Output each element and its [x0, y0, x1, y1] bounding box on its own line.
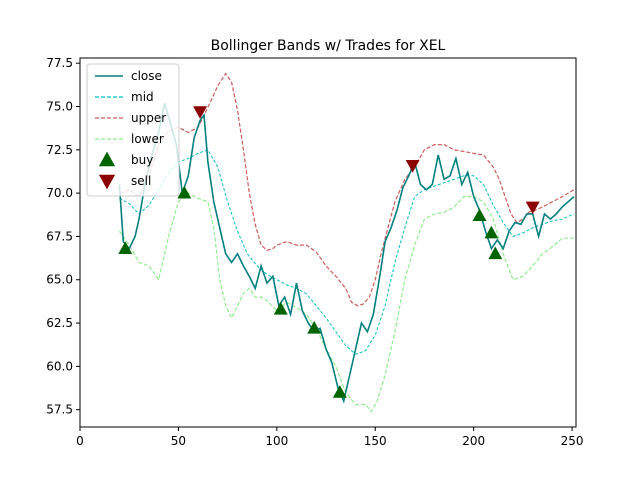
y-tick-label: 57.5	[46, 403, 73, 417]
series-line-lower	[118, 192, 574, 413]
x-tick-label: 0	[76, 434, 84, 448]
buy-marker	[307, 321, 322, 334]
y-tick-label: 77.5	[46, 56, 73, 70]
buy-marker	[177, 185, 192, 199]
x-tick-label: 250	[561, 434, 584, 448]
legend-label-close: close	[131, 69, 162, 83]
y-tick-label: 70.0	[46, 186, 73, 200]
x-tick-label: 100	[265, 434, 288, 448]
buy-marker	[332, 385, 347, 398]
legend-label-buy: buy	[131, 153, 153, 167]
legend-swatch-buy	[98, 151, 116, 167]
legend-label-lower: lower	[131, 132, 164, 146]
series-group	[118, 72, 575, 413]
buy-marker	[273, 301, 288, 315]
buy-marker	[488, 246, 503, 260]
y-tick-label: 62.5	[46, 316, 73, 330]
plot-frame	[79, 57, 577, 428]
legend: close mid upper lower buy sell	[86, 63, 180, 197]
x-tick-label: 50	[171, 434, 186, 448]
buy-marker	[472, 208, 487, 222]
series-line-close	[118, 102, 575, 404]
y-tick-label: 60.0	[46, 359, 73, 373]
y-tick-label: 67.5	[46, 229, 73, 243]
legend-label-mid: mid	[131, 90, 154, 104]
legend-label-sell: sell	[131, 174, 151, 188]
series-line-upper	[119, 72, 575, 307]
series-line-mid	[119, 149, 575, 355]
sell-marker	[193, 106, 208, 119]
y-tick-label: 75.0	[46, 100, 73, 114]
sell-marker	[525, 201, 540, 215]
legend-label-upper: upper	[131, 111, 166, 125]
x-tick-label: 150	[364, 434, 387, 448]
y-tick-label: 72.5	[46, 143, 73, 157]
legend-swatch-sell	[98, 174, 116, 190]
chart-title: Bollinger Bands w/ Trades for XEL	[211, 38, 446, 54]
y-tick-label: 65.0	[46, 273, 73, 287]
sell-marker	[405, 160, 420, 173]
buy-marker	[118, 241, 133, 254]
x-tick-label: 200	[462, 434, 485, 448]
buy-marker	[484, 225, 499, 239]
